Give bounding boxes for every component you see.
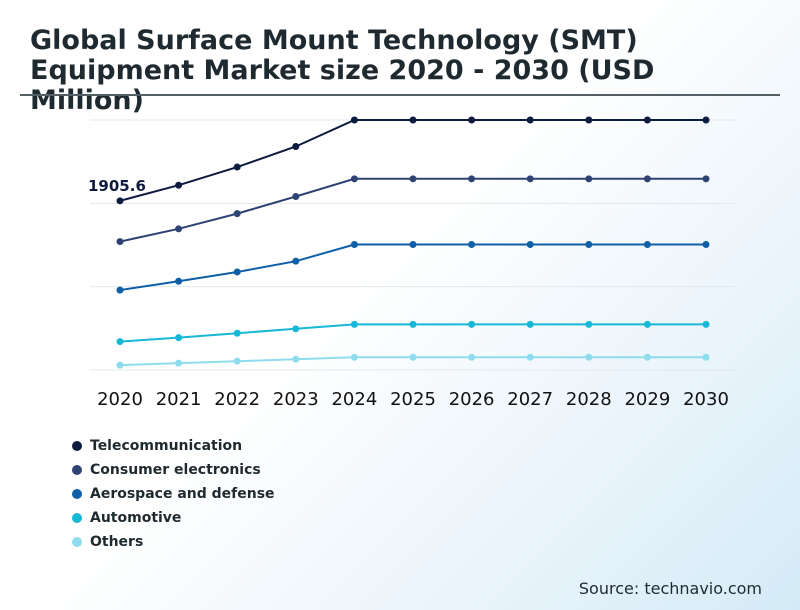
data-point	[468, 320, 476, 328]
data-point	[585, 320, 593, 328]
legend-item: Others	[72, 530, 275, 554]
data-point	[643, 175, 651, 183]
data-point	[350, 116, 358, 124]
data-point	[116, 361, 124, 369]
series-line-0	[119, 119, 706, 202]
legend-label: Automotive	[90, 510, 182, 526]
legend-marker	[72, 513, 82, 523]
data-point	[468, 175, 476, 183]
data-point	[350, 353, 358, 361]
legend-marker	[72, 537, 82, 547]
data-point	[233, 210, 241, 218]
legend-label: Telecommunication	[90, 438, 243, 454]
data-point	[702, 353, 710, 361]
data-point	[702, 320, 710, 328]
data-point	[350, 241, 358, 249]
data-point	[702, 241, 710, 249]
x-axis-tick-labels: 2020 2021 2022 2023 2024 2025 2026 2027 2028 2029…	[97, 389, 729, 410]
x-tick-label: 2028	[566, 389, 612, 410]
data-point	[643, 241, 651, 249]
data-point	[233, 163, 241, 171]
legend-label: Others	[90, 534, 144, 550]
data-point	[702, 116, 710, 124]
x-tick-label: 2024	[331, 389, 377, 410]
data-point	[233, 268, 241, 276]
data-point	[468, 241, 476, 249]
data-point	[526, 116, 534, 124]
data-point	[292, 257, 300, 265]
data-point	[526, 241, 534, 249]
data-point	[292, 192, 300, 200]
data-point	[409, 241, 417, 249]
data-point	[350, 175, 358, 183]
data-point	[643, 116, 651, 124]
x-tick-label: 2027	[507, 389, 553, 410]
series-line-2	[119, 243, 706, 292]
data-point	[175, 334, 183, 342]
source-note: Source: technavio.com	[578, 579, 762, 598]
data-point	[526, 320, 534, 328]
data-point	[350, 320, 358, 328]
legend-item: Automotive	[72, 506, 275, 530]
data-labels: 1905.6	[88, 177, 146, 195]
x-tick-label: 2023	[273, 389, 319, 410]
data-point	[175, 359, 183, 367]
data-point	[409, 175, 417, 183]
data-point	[233, 357, 241, 365]
x-tick-label: 2021	[156, 389, 202, 410]
legend-marker	[72, 465, 82, 475]
data-point	[409, 320, 417, 328]
x-tick-label: 2026	[449, 389, 495, 410]
data-point	[292, 325, 300, 333]
series-points	[116, 116, 710, 369]
data-point	[409, 353, 417, 361]
data-point	[175, 181, 183, 189]
legend: Telecommunication Consumer electronics Aer…	[72, 434, 275, 554]
data-point	[175, 225, 183, 233]
x-tick-label: 2030	[683, 389, 729, 410]
data-point	[409, 116, 417, 124]
data-point	[585, 116, 593, 124]
data-point	[526, 175, 534, 183]
data-label: 1905.6	[88, 177, 146, 195]
legend-item: Aerospace and defense	[72, 482, 275, 506]
data-point	[116, 197, 124, 205]
data-point	[116, 338, 124, 346]
legend-marker	[72, 489, 82, 499]
x-tick-label: 2022	[214, 389, 260, 410]
data-point	[292, 355, 300, 363]
data-point	[643, 320, 651, 328]
legend-label: Aerospace and defense	[90, 486, 275, 502]
data-point	[702, 175, 710, 183]
data-point	[116, 238, 124, 246]
data-point	[526, 353, 534, 361]
data-point	[585, 353, 593, 361]
series-line-1	[119, 177, 706, 243]
legend-item: Telecommunication	[72, 434, 275, 458]
x-tick-label: 2020	[97, 389, 143, 410]
data-point	[585, 241, 593, 249]
data-point	[643, 353, 651, 361]
data-point	[116, 286, 124, 294]
legend-marker	[72, 441, 82, 451]
chart-title: Global Surface Mount Technology (SMT) Eq…	[30, 25, 655, 116]
x-tick-label: 2025	[390, 389, 436, 410]
data-point	[468, 116, 476, 124]
data-point	[585, 175, 593, 183]
legend-label: Consumer electronics	[90, 462, 261, 478]
legend-item: Consumer electronics	[72, 458, 275, 482]
x-tick-label: 2029	[624, 389, 670, 410]
data-point	[292, 142, 300, 150]
data-point	[175, 277, 183, 285]
data-point	[468, 353, 476, 361]
data-point	[233, 329, 241, 337]
title-divider	[20, 94, 780, 96]
